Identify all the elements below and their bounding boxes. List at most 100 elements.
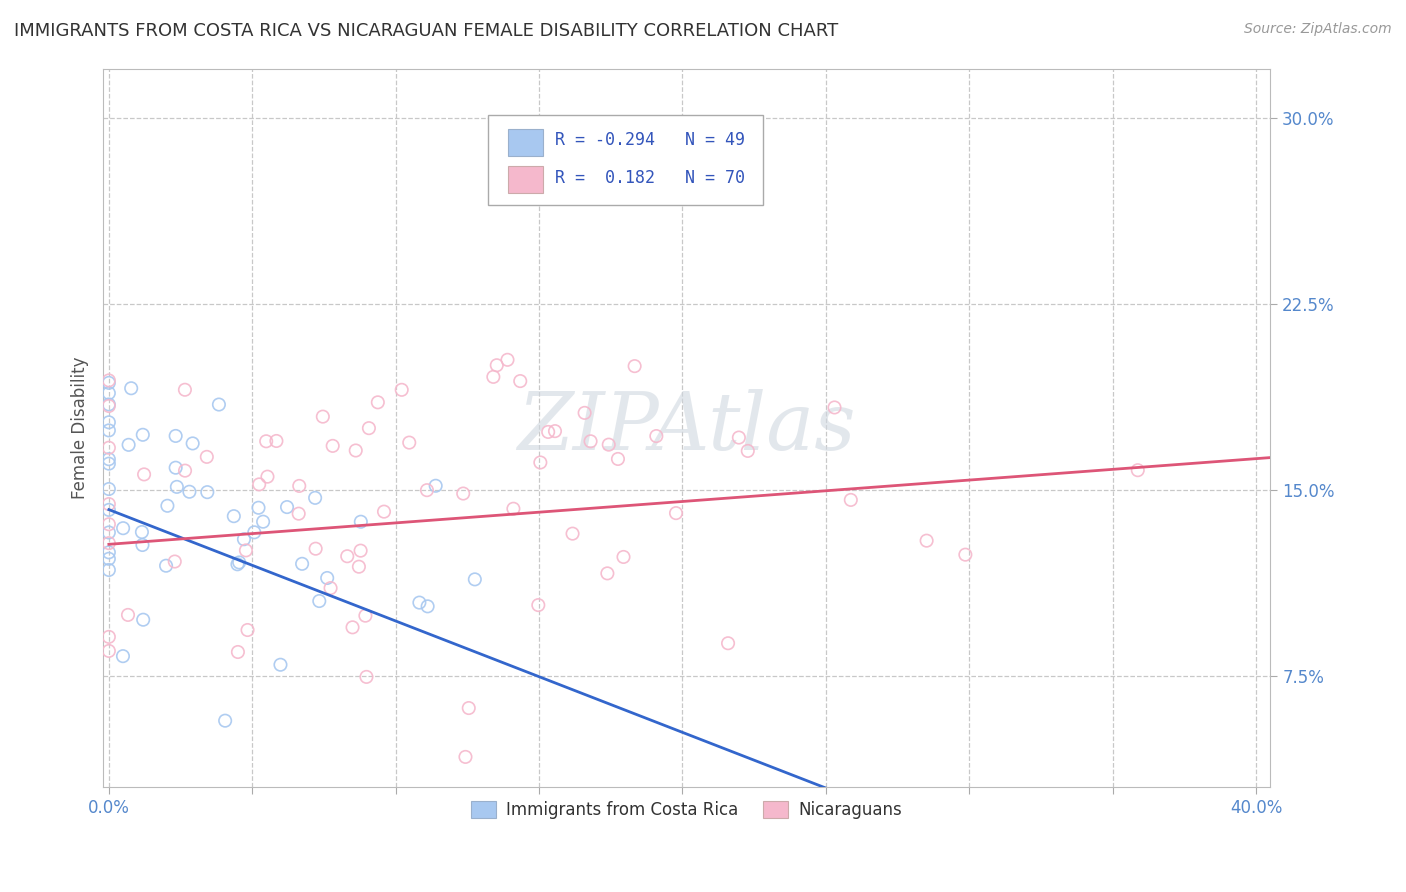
Point [97, 517, 120, 532]
Point [454, 750, 477, 764]
Text: ZIPAtlas: ZIPAtlas [517, 389, 856, 467]
Point [354, 608, 377, 623]
Point [350, 515, 373, 529]
Point [97, 376, 120, 390]
Point [165, 460, 187, 475]
Point [579, 434, 602, 449]
Point [254, 434, 277, 449]
Point [367, 395, 389, 409]
Point [336, 549, 359, 564]
Point [665, 506, 688, 520]
Text: R = -0.294   N = 49: R = -0.294 N = 49 [555, 131, 745, 149]
Point [226, 645, 249, 659]
Point [598, 437, 620, 451]
Point [97, 399, 120, 413]
Point [166, 480, 188, 494]
Point [226, 558, 249, 572]
Point [373, 505, 395, 519]
Point [256, 469, 278, 483]
Point [288, 479, 311, 493]
Point [156, 499, 179, 513]
Point [120, 381, 142, 395]
Point [247, 500, 270, 515]
Point [97, 644, 120, 658]
Text: IMMIGRANTS FROM COSTA RICA VS NICARAGUAN FEMALE DISABILITY CORRELATION CHART: IMMIGRANTS FROM COSTA RICA VS NICARAGUAN… [14, 22, 838, 40]
Point [97, 536, 120, 550]
Point [117, 438, 139, 452]
Point [308, 594, 330, 608]
Point [451, 486, 474, 500]
Point [509, 374, 531, 388]
Point [235, 543, 257, 558]
Point [97, 415, 120, 429]
Point [737, 444, 759, 458]
Point [561, 526, 583, 541]
Point [457, 701, 479, 715]
Point [529, 455, 551, 469]
Point [544, 424, 567, 438]
Point [347, 559, 370, 574]
Point [97, 551, 120, 566]
Point [174, 464, 197, 478]
Point [266, 434, 288, 448]
Point [163, 555, 186, 569]
Point [97, 386, 120, 401]
Point [612, 549, 634, 564]
FancyBboxPatch shape [508, 128, 543, 156]
Point [97, 545, 120, 559]
Point [344, 443, 367, 458]
Point [485, 358, 508, 372]
Point [287, 507, 309, 521]
Point [269, 657, 291, 672]
Point [232, 533, 254, 547]
Point [304, 541, 326, 556]
Legend: Immigrants from Costa Rica, Nicaraguans: Immigrants from Costa Rica, Nicaraguans [464, 794, 908, 826]
Point [97, 525, 120, 540]
Point [228, 556, 250, 570]
Point [408, 596, 430, 610]
Point [208, 398, 231, 412]
Point [527, 598, 550, 612]
Point [1126, 463, 1149, 477]
Point [464, 573, 486, 587]
Point [728, 431, 751, 445]
Point [131, 524, 153, 539]
Point [496, 352, 519, 367]
Point [117, 607, 139, 622]
Point [247, 477, 270, 491]
FancyBboxPatch shape [488, 115, 762, 205]
Point [717, 636, 740, 650]
Point [97, 457, 120, 471]
Point [322, 439, 344, 453]
Point [179, 484, 201, 499]
Point [955, 548, 977, 562]
Point [291, 557, 314, 571]
Text: Source: ZipAtlas.com: Source: ZipAtlas.com [1244, 22, 1392, 37]
Point [839, 492, 862, 507]
Point [195, 450, 218, 464]
Point [97, 563, 120, 577]
Point [416, 599, 439, 614]
Point [155, 558, 177, 573]
Point [97, 482, 120, 496]
Point [596, 566, 619, 581]
Point [97, 503, 120, 517]
Point [357, 421, 380, 435]
Point [502, 501, 524, 516]
Point [824, 401, 846, 415]
Point [915, 533, 938, 548]
Point [319, 581, 342, 595]
Point [132, 467, 155, 482]
Point [112, 521, 135, 535]
Point [97, 497, 120, 511]
Point [111, 649, 134, 664]
Point [425, 479, 447, 493]
Point [252, 515, 274, 529]
Point [181, 436, 204, 450]
Point [574, 406, 596, 420]
Point [391, 383, 413, 397]
Point [623, 359, 645, 373]
Point [97, 630, 120, 644]
Point [349, 543, 371, 558]
Point [276, 500, 298, 514]
